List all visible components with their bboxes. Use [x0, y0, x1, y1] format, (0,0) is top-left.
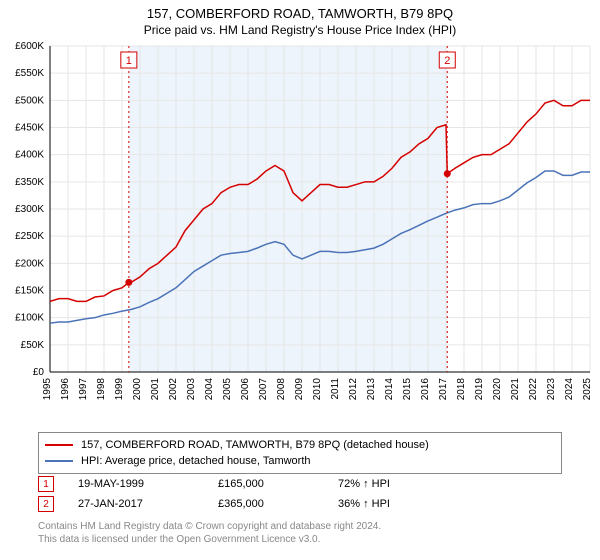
svg-text:2022: 2022: [528, 378, 539, 401]
svg-text:2025: 2025: [582, 378, 593, 401]
svg-text:1995: 1995: [42, 378, 53, 401]
svg-text:1997: 1997: [78, 378, 89, 401]
svg-text:£500K: £500K: [15, 95, 44, 106]
svg-text:2018: 2018: [456, 378, 467, 401]
line-chart-svg: £0 £50K £100K £150K £200K £250K £300K £350K £400…: [0, 42, 600, 422]
svg-text:£100K: £100K: [15, 313, 44, 324]
svg-text:£450K: £450K: [15, 123, 44, 134]
svg-text:1996: 1996: [60, 378, 71, 401]
svg-text:£550K: £550K: [15, 68, 44, 79]
svg-text:2023: 2023: [546, 378, 557, 401]
footer-line: Contains HM Land Registry data © Crown c…: [38, 520, 562, 533]
transaction-date: 27-JAN-2017: [78, 498, 218, 510]
legend-box: 157, COMBERFORD ROAD, TAMWORTH, B79 8PQ …: [38, 432, 562, 474]
svg-text:£200K: £200K: [15, 258, 44, 269]
legend-swatch-hpi: [45, 460, 73, 462]
transaction-date: 19-MAY-1999: [78, 478, 218, 490]
svg-text:2001: 2001: [150, 378, 161, 401]
transaction-row: 2 27-JAN-2017 £365,000 36% ↑ HPI: [38, 494, 562, 514]
transaction-marker-id: 2: [43, 499, 49, 510]
svg-text:2005: 2005: [222, 378, 233, 401]
svg-text:2021: 2021: [510, 378, 521, 401]
svg-text:2006: 2006: [240, 378, 251, 401]
svg-text:2010: 2010: [312, 378, 323, 401]
legend-row: 157, COMBERFORD ROAD, TAMWORTH, B79 8PQ …: [45, 437, 555, 453]
svg-text:£300K: £300K: [15, 204, 44, 215]
legend-row: HPI: Average price, detached house, Tamw…: [45, 453, 555, 469]
transaction-price: £165,000: [218, 478, 338, 490]
page-container: 157, COMBERFORD ROAD, TAMWORTH, B79 8PQ …: [0, 0, 600, 560]
transaction-marker-icon: 1: [38, 476, 54, 492]
svg-text:2014: 2014: [384, 378, 395, 401]
chart-subtitle: Price paid vs. HM Land Registry's House …: [0, 21, 600, 41]
svg-text:2007: 2007: [258, 378, 269, 401]
svg-text:1: 1: [126, 55, 132, 67]
svg-text:2012: 2012: [348, 378, 359, 401]
svg-text:2002: 2002: [168, 378, 179, 401]
svg-text:2020: 2020: [492, 378, 503, 401]
svg-text:£0: £0: [33, 367, 45, 378]
svg-text:2019: 2019: [474, 378, 485, 401]
svg-text:2: 2: [444, 55, 450, 67]
transaction-row: 1 19-MAY-1999 £165,000 72% ↑ HPI: [38, 474, 562, 494]
svg-text:1999: 1999: [114, 378, 125, 401]
transaction-delta: 72% ↑ HPI: [338, 478, 458, 490]
svg-text:£350K: £350K: [15, 177, 44, 188]
chart-title: 157, COMBERFORD ROAD, TAMWORTH, B79 8PQ: [0, 0, 600, 21]
legend-swatch-price-paid: [45, 444, 73, 446]
footer-attribution: Contains HM Land Registry data © Crown c…: [38, 520, 562, 546]
svg-text:2011: 2011: [330, 378, 341, 400]
transaction-price: £365,000: [218, 498, 338, 510]
svg-text:2015: 2015: [402, 378, 413, 401]
svg-text:2003: 2003: [186, 378, 197, 401]
chart-area: £0 £50K £100K £150K £200K £250K £300K £350K £400…: [0, 42, 600, 422]
footer-line: This data is licensed under the Open Gov…: [38, 533, 562, 546]
svg-text:2017: 2017: [438, 378, 449, 401]
svg-text:2004: 2004: [204, 378, 215, 401]
svg-text:2000: 2000: [132, 378, 143, 401]
svg-text:£50K: £50K: [21, 340, 45, 351]
legend-label: HPI: Average price, detached house, Tamw…: [81, 455, 311, 467]
svg-text:2024: 2024: [564, 378, 575, 401]
svg-text:2009: 2009: [294, 378, 305, 401]
legend-label: 157, COMBERFORD ROAD, TAMWORTH, B79 8PQ …: [81, 439, 429, 451]
svg-text:2013: 2013: [366, 378, 377, 401]
transactions-table: 1 19-MAY-1999 £165,000 72% ↑ HPI 2 27-JA…: [38, 474, 562, 514]
transaction-marker-id: 1: [43, 479, 49, 490]
svg-text:£400K: £400K: [15, 150, 44, 161]
svg-text:2016: 2016: [420, 378, 431, 401]
svg-text:£150K: £150K: [15, 286, 44, 297]
svg-text:1998: 1998: [96, 378, 107, 401]
svg-text:2008: 2008: [276, 378, 287, 401]
svg-text:£600K: £600K: [15, 42, 44, 52]
transaction-marker-icon: 2: [38, 496, 54, 512]
transaction-delta: 36% ↑ HPI: [338, 498, 458, 510]
svg-text:£250K: £250K: [15, 231, 44, 242]
